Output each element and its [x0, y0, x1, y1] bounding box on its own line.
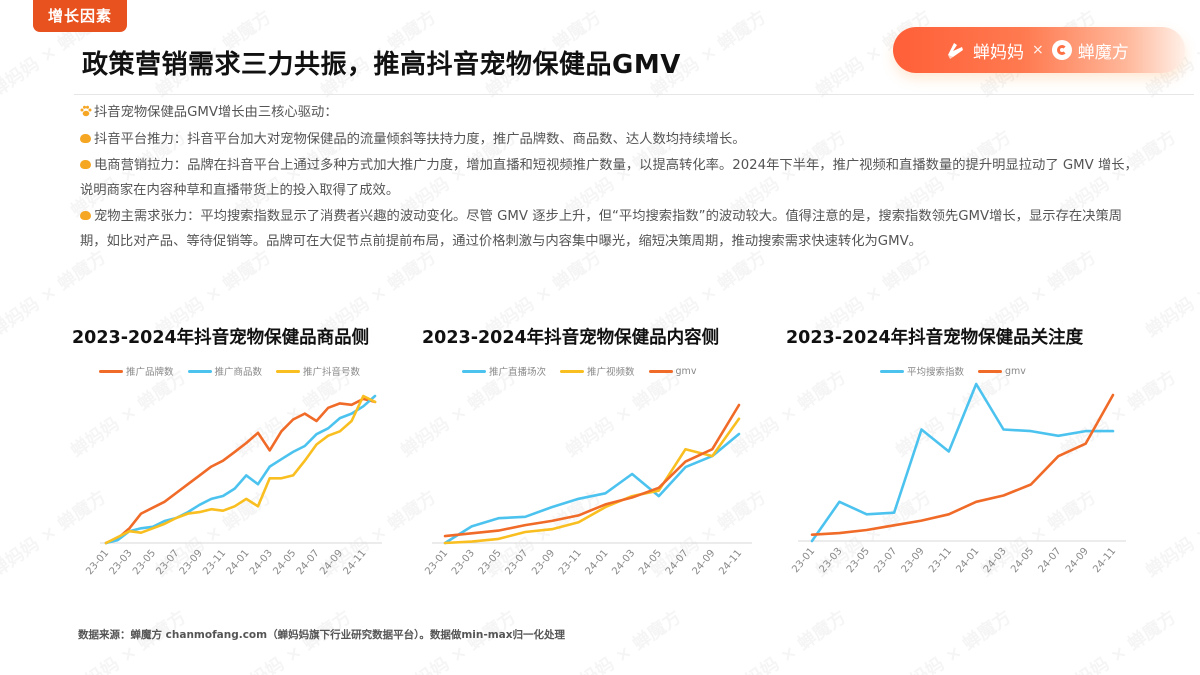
brand-separator: ×: [1032, 42, 1044, 58]
intro-line: 抖音宠物保健品GMV增长由三核心驱动：: [80, 101, 1140, 126]
legend-label: 推广直播场次: [489, 367, 547, 378]
legend-label: 推广视频数: [587, 367, 635, 378]
legend-label: 推广品牌数: [126, 367, 174, 378]
svg-text:23-11: 23-11: [927, 546, 954, 575]
svg-text:23-09: 23-09: [900, 546, 927, 575]
title-divider: [74, 94, 1194, 95]
chart-legend-product: 推广品牌数 推广商品数 推广抖音号数: [99, 364, 360, 378]
brand-badge: 蝉妈妈 × 蝉魔方: [893, 27, 1185, 73]
chart-title-content: 2023-2024年抖音宠物保健品内容侧: [422, 328, 720, 348]
brand-right: 蝉魔方: [1077, 42, 1129, 63]
legend-label: 推广商品数: [214, 367, 263, 378]
svg-text:24-01: 24-01: [954, 546, 981, 575]
svg-text:24-09: 24-09: [1064, 546, 1091, 575]
legend-swatch-icon: [648, 369, 673, 373]
data-source-footer: 数据来源：蝉魔方 chanmofang.com（蝉妈妈旗下行业研究数据平台）。数…: [78, 629, 566, 641]
chart-title-attention: 2023-2024年抖音宠物保健品关注度: [786, 328, 1084, 348]
legend-swatch-icon: [276, 369, 301, 373]
legend-label: 平均搜索指数: [907, 367, 965, 378]
legend-swatch-icon: [462, 369, 486, 373]
chanmofang-logo-icon: [1051, 40, 1072, 60]
svg-text:23-07: 23-07: [872, 546, 899, 575]
legend-swatch-icon: [560, 369, 585, 373]
brand-left: 蝉妈妈: [973, 42, 1024, 63]
svg-text:24-05: 24-05: [1009, 546, 1036, 575]
legend-label: gmv: [675, 365, 697, 377]
point-marketing: 电商营销拉力：品牌在抖音平台上通过多种方式加大推广力度，增加直播和短视频推广数量…: [80, 158, 1138, 198]
bullet-icon: [80, 160, 91, 169]
section-tag: 增长因素: [33, 0, 127, 32]
legend-swatch-icon: [978, 369, 1003, 373]
svg-text:24-07: 24-07: [1036, 546, 1063, 575]
page-title: 政策营销需求三力共振，推高抖音宠物保健品GMV: [82, 50, 681, 80]
legend-label: gmv: [1005, 365, 1026, 377]
chart-legend-content: 推广直播场次 推广视频数 gmv: [462, 364, 696, 378]
legend-item: gmv: [648, 364, 697, 378]
legend-swatch-icon: [187, 369, 212, 373]
legend-item: gmv: [978, 364, 1026, 378]
legend-item: 推广商品数: [187, 364, 263, 378]
legend-item: 推广抖音号数: [276, 364, 360, 378]
chanmama-logo-icon: [948, 43, 963, 59]
chart-title-product: 2023-2024年抖音宠物保健品商品侧: [72, 328, 370, 348]
paw-icon: [80, 105, 92, 117]
svg-text:23-01: 23-01: [790, 546, 817, 575]
svg-text:23-05: 23-05: [845, 546, 872, 575]
chart-legend-attention: 平均搜索指数 gmv: [880, 364, 1026, 378]
svg-text:24-11: 24-11: [1091, 546, 1118, 575]
legend-item: 平均搜索指数: [880, 364, 964, 378]
bullet-icon: [80, 211, 91, 220]
point-demand: 宠物主需求张力：平均搜索指数显示了消费者兴趣的波动变化。尽管 GMV 逐步上升，…: [80, 209, 1123, 249]
svg-text:23-03: 23-03: [818, 546, 845, 575]
legend-item: 推广品牌数: [99, 364, 174, 378]
svg-text:24-03: 24-03: [982, 546, 1009, 575]
point-platform: 抖音平台推力：抖音平台加大对宠物保健品的流量倾斜等扶持力度，推广品牌数、商品数、…: [80, 128, 1140, 153]
bullet-icon: [80, 133, 91, 143]
legend-label: 推广抖音号数: [303, 367, 361, 378]
legend-swatch-icon: [99, 369, 123, 373]
legend-item: 推广直播场次: [462, 364, 546, 378]
legend-swatch-icon: [880, 369, 904, 373]
legend-item: 推广视频数: [560, 364, 635, 378]
summary-text: 抖音宠物保健品GMV增长由三核心驱动： 抖音平台推力：抖音平台加大对宠物保健品的…: [80, 101, 1140, 256]
